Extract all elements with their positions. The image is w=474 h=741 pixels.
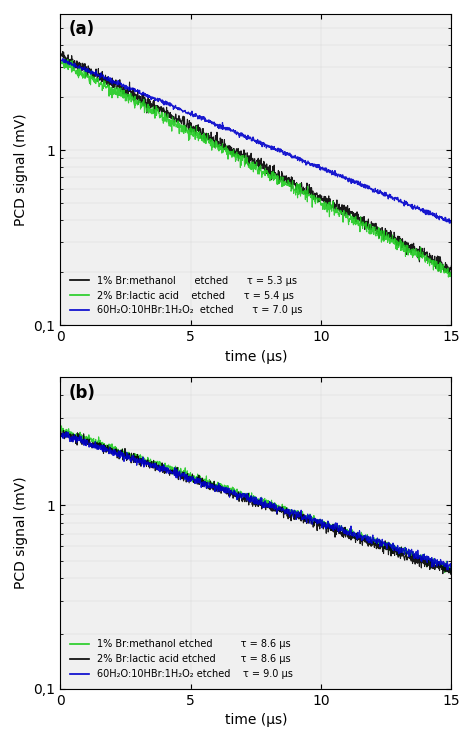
Y-axis label: PCD signal (mV): PCD signal (mV) [14, 476, 28, 589]
X-axis label: time (μs): time (μs) [225, 350, 287, 364]
Legend: 1% Br:methanol      etched      τ = 5.3 μs, 2% Br:lactic acid    etched      τ =: 1% Br:methanol etched τ = 5.3 μs, 2% Br:… [65, 270, 308, 320]
Text: (b): (b) [68, 384, 95, 402]
X-axis label: time (μs): time (μs) [225, 713, 287, 727]
Legend: 1% Br:methanol etched         τ = 8.6 μs, 2% Br:lactic acid etched        τ = 8.: 1% Br:methanol etched τ = 8.6 μs, 2% Br:… [65, 634, 298, 684]
Text: (a): (a) [68, 20, 94, 38]
Y-axis label: PCD signal (mV): PCD signal (mV) [14, 113, 28, 226]
